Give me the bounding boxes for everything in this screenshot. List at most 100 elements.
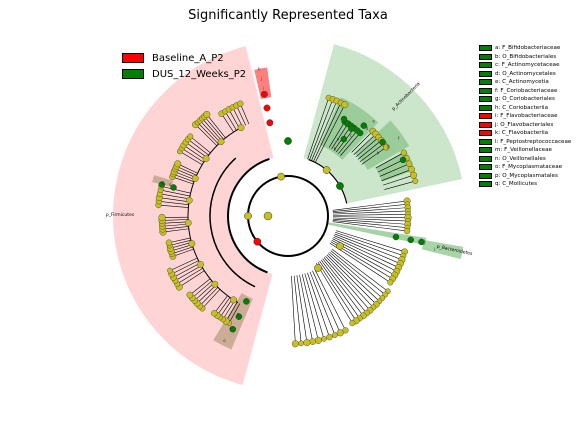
tree-edge — [333, 236, 399, 268]
tree-edge — [176, 166, 197, 176]
inner-node — [314, 264, 322, 272]
taxa-legend-swatch — [479, 96, 492, 103]
tree-edge — [174, 171, 195, 180]
leaf-node — [158, 213, 166, 221]
tree-edge — [187, 139, 209, 156]
tree-edge — [332, 210, 408, 215]
tree-edge — [171, 260, 199, 275]
ring-actino — [308, 159, 348, 204]
inner-node — [184, 219, 192, 227]
taxa-legend-item: l: F_Peptostreptococcaceae — [479, 138, 571, 147]
tree-edge — [309, 271, 336, 336]
leaf-node — [167, 267, 173, 274]
tree-edge — [232, 107, 243, 128]
tree-edge — [172, 176, 194, 185]
significant-node-baseline — [263, 104, 271, 112]
tree-edge — [329, 251, 383, 299]
significant-node-dus — [243, 298, 250, 305]
taxa-legend-item: o: F_Mycoplasmataceae — [479, 163, 571, 172]
tree-edge — [189, 278, 211, 296]
veillonella-band — [152, 175, 174, 187]
inner-node — [202, 155, 210, 163]
taxa-legend-swatch — [479, 138, 492, 145]
tree-edge — [177, 267, 203, 285]
taxa-legend-swatch — [479, 155, 492, 162]
tree-edge — [170, 242, 192, 249]
tree-edge — [221, 113, 234, 133]
leaf-node — [174, 160, 182, 168]
leaf-node — [211, 309, 218, 317]
tree-edge — [335, 230, 405, 252]
tree-edge — [173, 262, 200, 278]
clade-letter: g — [387, 144, 390, 149]
leaf-node — [321, 336, 327, 342]
significant-node-dus — [348, 125, 355, 132]
leaf-node — [332, 332, 338, 338]
ring-order — [209, 157, 256, 288]
clade-letter: i — [263, 86, 264, 91]
taxa-legend-swatch — [479, 130, 492, 137]
significant-node-dus — [360, 122, 368, 129]
tree-edge — [314, 104, 346, 163]
root-node — [263, 211, 273, 221]
tree-edge — [158, 200, 189, 205]
tree-edge — [322, 258, 367, 314]
tree-edge — [171, 246, 193, 254]
significant-node-dus — [158, 181, 166, 188]
flavo-band — [254, 67, 272, 100]
tree-edge — [199, 287, 219, 307]
tree-edge — [175, 168, 196, 178]
tree-edge — [185, 141, 208, 158]
taxa-legend-label: o: F_Mycoplasmataceae — [495, 164, 563, 171]
legend-item-dus: DUS_12_Weeks_P2 — [122, 66, 246, 82]
mycoplasma-band — [213, 293, 253, 350]
tree-edge — [332, 217, 408, 222]
leaf-node — [403, 227, 411, 235]
leaf-node — [303, 339, 311, 347]
tree-edge — [197, 122, 219, 145]
taxa-legend-item: h: C_Coriobacteriia — [479, 104, 571, 113]
tree-edge — [236, 105, 247, 126]
tree-edge — [158, 204, 189, 208]
tree-edge — [335, 231, 404, 257]
significant-node-baseline — [266, 119, 274, 127]
tree-edge — [214, 295, 228, 314]
legend-swatch-dus — [122, 69, 144, 79]
clade-letter: e — [372, 118, 375, 123]
inner-node — [230, 296, 237, 304]
tree-edge — [353, 133, 376, 155]
taxa-legend-item: p: O_Mycoplasmatales — [479, 172, 571, 181]
taxa-legend-swatch — [479, 121, 492, 128]
tree-edge — [332, 214, 408, 216]
significant-node-dus — [407, 236, 414, 244]
taxa-legend-swatch — [479, 53, 492, 60]
legend-swatch-baseline — [122, 53, 144, 63]
leaf-node — [356, 129, 364, 137]
taxa-legend-label: d: O_Actinomycetales — [495, 70, 556, 77]
clade-letter: d — [366, 126, 369, 131]
tree-edge — [326, 254, 377, 305]
taxa-legend-label: i: F_Flavobacteriaceae — [495, 113, 558, 120]
tree-edge — [384, 180, 416, 190]
tree-edge — [330, 250, 386, 295]
inner-node — [211, 280, 219, 288]
tree-edge — [228, 303, 241, 324]
tree-edge — [161, 186, 191, 194]
clade-letter: j — [260, 76, 262, 81]
clade-letter: l — [434, 247, 435, 252]
inner-node — [253, 237, 262, 246]
tree-edge — [331, 123, 349, 150]
taxa-legend-swatch — [479, 164, 492, 171]
taxa-legend-label: k: C_Flavobacteriia — [495, 130, 549, 137]
tree-edge — [328, 253, 380, 302]
tree-edge — [332, 203, 408, 212]
leaf-node — [336, 329, 344, 337]
taxa-legend-item: c: F_Actinomycetaceae — [479, 61, 571, 70]
tree-edge — [359, 143, 385, 163]
tree-edge — [307, 272, 330, 338]
tree-edge — [304, 273, 325, 339]
tree-edge — [177, 163, 198, 174]
leaf-node — [291, 340, 299, 348]
taxa-legend-item: a: F_Bifidobacteriaceae — [479, 44, 571, 53]
